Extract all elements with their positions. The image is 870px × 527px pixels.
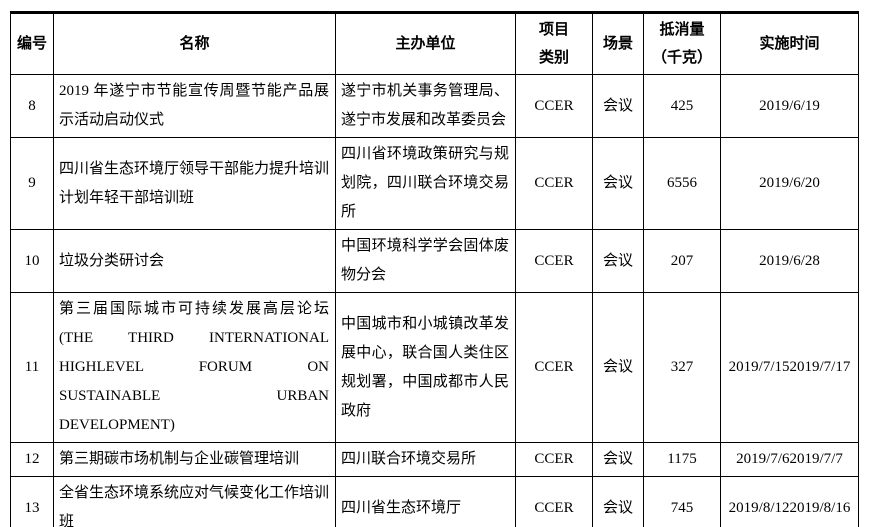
col-header-date: 实施时间 (720, 12, 859, 75)
cell-offset-amount: 6556 (643, 137, 721, 230)
col-header-offset: 抵消量 （千克） (643, 12, 721, 75)
cell-scene: 会议 (592, 137, 644, 230)
cell-scene: 会议 (592, 74, 644, 138)
table-row: 10 垃圾分类研讨会 中国环境科学学会固体废物分会 CCER 会议 207 20… (10, 229, 859, 293)
cell-category: CCER (515, 229, 593, 293)
cell-category: CCER (515, 137, 593, 230)
cell-scene: 会议 (592, 292, 644, 443)
cell-scene: 会议 (592, 229, 644, 293)
cell-project-name: 垃圾分类研讨会 (53, 229, 336, 293)
col-header-name: 名称 (53, 12, 336, 75)
cell-project-name: 第三期碳市场机制与企业碳管理培训 (53, 442, 336, 477)
col-header-organizer: 主办单位 (335, 12, 516, 75)
cell-row-number: 8 (10, 74, 54, 138)
table-row: 8 2019 年遂宁市节能宣传周暨节能产品展示活动启动仪式 遂宁市机关事务管理局… (10, 74, 859, 138)
cell-category: CCER (515, 442, 593, 477)
cell-project-name: 第三届国际城市可持续发展高层论坛 (THE THIRD INTERNATIONA… (53, 292, 336, 443)
cell-implementation-date: 2019/6/20 (720, 137, 859, 230)
cell-row-number: 10 (10, 229, 54, 293)
cell-offset-amount: 327 (643, 292, 721, 443)
cell-scene: 会议 (592, 442, 644, 477)
table-header-row: 编号 名称 主办单位 项目 类别 场景 抵消量 （千克） 实施时间 (10, 12, 859, 75)
cell-category: CCER (515, 476, 593, 527)
cell-offset-amount: 425 (643, 74, 721, 138)
cell-project-name: 四川省生态环境厅领导干部能力提升培训计划年轻干部培训班 (53, 137, 336, 230)
cell-organizer: 遂宁市机关事务管理局、遂宁市发展和改革委员会 (335, 74, 516, 138)
cell-category: CCER (515, 292, 593, 443)
cell-implementation-date: 2019/7/62019/7/7 (720, 442, 859, 477)
cell-row-number: 11 (10, 292, 54, 443)
cell-organizer: 四川省环境政策研究与规划院，四川联合环境交易所 (335, 137, 516, 230)
cell-organizer: 四川省生态环境厅 (335, 476, 516, 527)
cell-scene: 会议 (592, 476, 644, 527)
table-row: 13 全省生态环境系统应对气候变化工作培训班 四川省生态环境厅 CCER 会议 … (10, 476, 859, 527)
cell-implementation-date: 2019/6/19 (720, 74, 859, 138)
cell-organizer: 中国环境科学学会固体废物分会 (335, 229, 516, 293)
cell-organizer: 中国城市和小城镇改革发展中心，联合国人类住区规划署，中国成都市人民政府 (335, 292, 516, 443)
cell-offset-amount: 745 (643, 476, 721, 527)
cell-implementation-date: 2019/8/122019/8/16 (720, 476, 859, 527)
cell-row-number: 9 (10, 137, 54, 230)
cell-offset-amount: 207 (643, 229, 721, 293)
cell-implementation-date: 2019/6/28 (720, 229, 859, 293)
table-row: 12 第三期碳市场机制与企业碳管理培训 四川联合环境交易所 CCER 会议 11… (10, 442, 859, 477)
cell-project-name: 2019 年遂宁市节能宣传周暨节能产品展示活动启动仪式 (53, 74, 336, 138)
cell-implementation-date: 2019/7/152019/7/17 (720, 292, 859, 443)
cell-offset-amount: 1175 (643, 442, 721, 477)
cell-row-number: 13 (10, 476, 54, 527)
cell-project-name: 全省生态环境系统应对气候变化工作培训班 (53, 476, 336, 527)
cell-category: CCER (515, 74, 593, 138)
table-row: 9 四川省生态环境厅领导干部能力提升培训计划年轻干部培训班 四川省环境政策研究与… (10, 137, 859, 230)
cell-row-number: 12 (10, 442, 54, 477)
carbon-offset-projects-table: 编号 名称 主办单位 项目 类别 场景 抵消量 （千克） 实施时间 8 2019… (10, 11, 859, 527)
cell-organizer: 四川联合环境交易所 (335, 442, 516, 477)
col-header-id: 编号 (10, 12, 54, 75)
table-row: 11 第三届国际城市可持续发展高层论坛 (THE THIRD INTERNATI… (10, 292, 859, 443)
col-header-category: 项目 类别 (515, 12, 593, 75)
col-header-scene: 场景 (592, 12, 644, 75)
